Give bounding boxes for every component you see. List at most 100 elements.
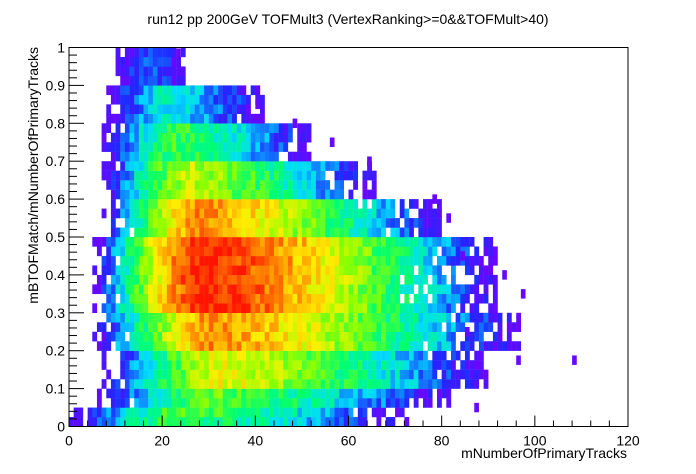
heatmap-cell <box>129 47 135 58</box>
heatmap-cell <box>246 265 251 276</box>
heatmap-cell <box>264 417 270 427</box>
heatmap-cell <box>148 379 154 389</box>
heatmap-cell <box>385 199 391 209</box>
heatmap-cell <box>418 265 424 276</box>
heatmap-cell <box>176 85 181 96</box>
heatmap-cell <box>292 218 298 228</box>
heatmap-cell <box>297 341 303 351</box>
heatmap-cell <box>273 142 279 152</box>
heatmap-cell <box>437 350 442 361</box>
heatmap-cell <box>208 398 214 408</box>
heatmap-cell <box>129 56 135 67</box>
heatmap-cell <box>320 199 326 209</box>
heatmap-cell <box>301 303 307 313</box>
heatmap-cell <box>474 402 479 413</box>
heatmap-cell <box>162 341 168 351</box>
heatmap-cell <box>115 331 121 342</box>
heatmap-cell <box>399 237 405 247</box>
heatmap-cell <box>381 360 386 370</box>
heatmap-cell <box>176 56 181 67</box>
heatmap-cell <box>427 303 433 313</box>
heatmap-cell <box>455 322 461 332</box>
heatmap-cell <box>357 218 363 228</box>
heatmap-cell <box>357 350 363 361</box>
heatmap-cell <box>297 218 303 228</box>
heatmap-cell <box>134 255 140 266</box>
heatmap-cell <box>371 199 377 209</box>
heatmap-cell <box>199 360 205 370</box>
heatmap-cell <box>273 341 279 351</box>
heatmap-cell <box>301 369 307 380</box>
heatmap-cell <box>185 398 191 408</box>
heatmap-cell <box>166 227 172 238</box>
heatmap-cell <box>120 265 126 276</box>
heatmap-cell <box>329 341 335 351</box>
heatmap-cell <box>432 341 438 351</box>
y-tick-label: 0.7 <box>46 153 66 169</box>
heatmap-cell <box>357 331 363 342</box>
heatmap-cell <box>134 56 140 67</box>
heatmap-cell <box>325 227 331 238</box>
heatmap-cell <box>255 293 261 304</box>
heatmap-cell <box>339 369 345 380</box>
heatmap-cell <box>292 189 298 200</box>
heatmap-cell <box>148 265 154 276</box>
heatmap-cell <box>101 331 107 342</box>
heatmap-cell <box>96 398 102 408</box>
heatmap-cell <box>204 322 209 332</box>
heatmap-cell <box>325 331 331 342</box>
heatmap-cell <box>194 398 200 408</box>
heatmap-cell <box>236 360 242 370</box>
heatmap-cell <box>199 237 205 247</box>
heatmap-cell <box>176 341 181 351</box>
heatmap-cell <box>92 407 98 418</box>
heatmap-cell <box>255 407 261 418</box>
heatmap-cell <box>255 417 261 427</box>
heatmap-cell <box>353 170 359 181</box>
heatmap-cell <box>171 360 177 370</box>
heatmap-cell <box>138 255 144 266</box>
heatmap-cell <box>371 350 377 361</box>
heatmap-cell <box>166 104 172 115</box>
heatmap-cell <box>446 293 452 304</box>
heatmap-cell <box>157 113 163 124</box>
heatmap-cell <box>423 199 428 209</box>
heatmap-cell <box>246 199 251 209</box>
heatmap-cell <box>236 123 242 133</box>
heatmap-cell <box>124 189 130 200</box>
heatmap-cell <box>409 199 414 209</box>
heatmap-cell <box>222 331 228 342</box>
heatmap-cell <box>185 170 191 181</box>
heatmap-cell <box>418 369 424 380</box>
heatmap-cell <box>301 180 307 190</box>
heatmap-cell <box>227 265 233 276</box>
heatmap-cell <box>222 113 228 124</box>
heatmap-cell <box>427 369 433 380</box>
heatmap-cell <box>506 331 512 342</box>
heatmap-cell <box>381 255 386 266</box>
heatmap-cell <box>413 218 419 228</box>
heatmap-cell <box>222 407 228 418</box>
heatmap-cell <box>213 350 219 361</box>
heatmap-cell <box>134 75 140 86</box>
heatmap-cell <box>213 265 219 276</box>
heatmap-cell <box>129 218 135 228</box>
heatmap-cell <box>301 322 307 332</box>
heatmap-cell <box>353 218 359 228</box>
heatmap-cell <box>320 341 326 351</box>
heatmap-cell <box>157 142 163 152</box>
heatmap-cell <box>143 180 149 190</box>
heatmap-cell <box>399 379 405 389</box>
heatmap-cell <box>423 265 428 276</box>
heatmap-cell <box>418 255 424 266</box>
heatmap-cell <box>325 274 331 285</box>
heatmap-cell <box>287 303 293 313</box>
heatmap-cell <box>204 246 209 257</box>
heatmap-cell <box>287 265 293 276</box>
heatmap-cell <box>427 379 433 389</box>
heatmap-cell <box>418 274 424 285</box>
heatmap-cell <box>418 293 424 304</box>
heatmap-cell <box>427 246 433 257</box>
heatmap-cell <box>306 284 312 295</box>
heatmap-cell <box>171 142 177 152</box>
